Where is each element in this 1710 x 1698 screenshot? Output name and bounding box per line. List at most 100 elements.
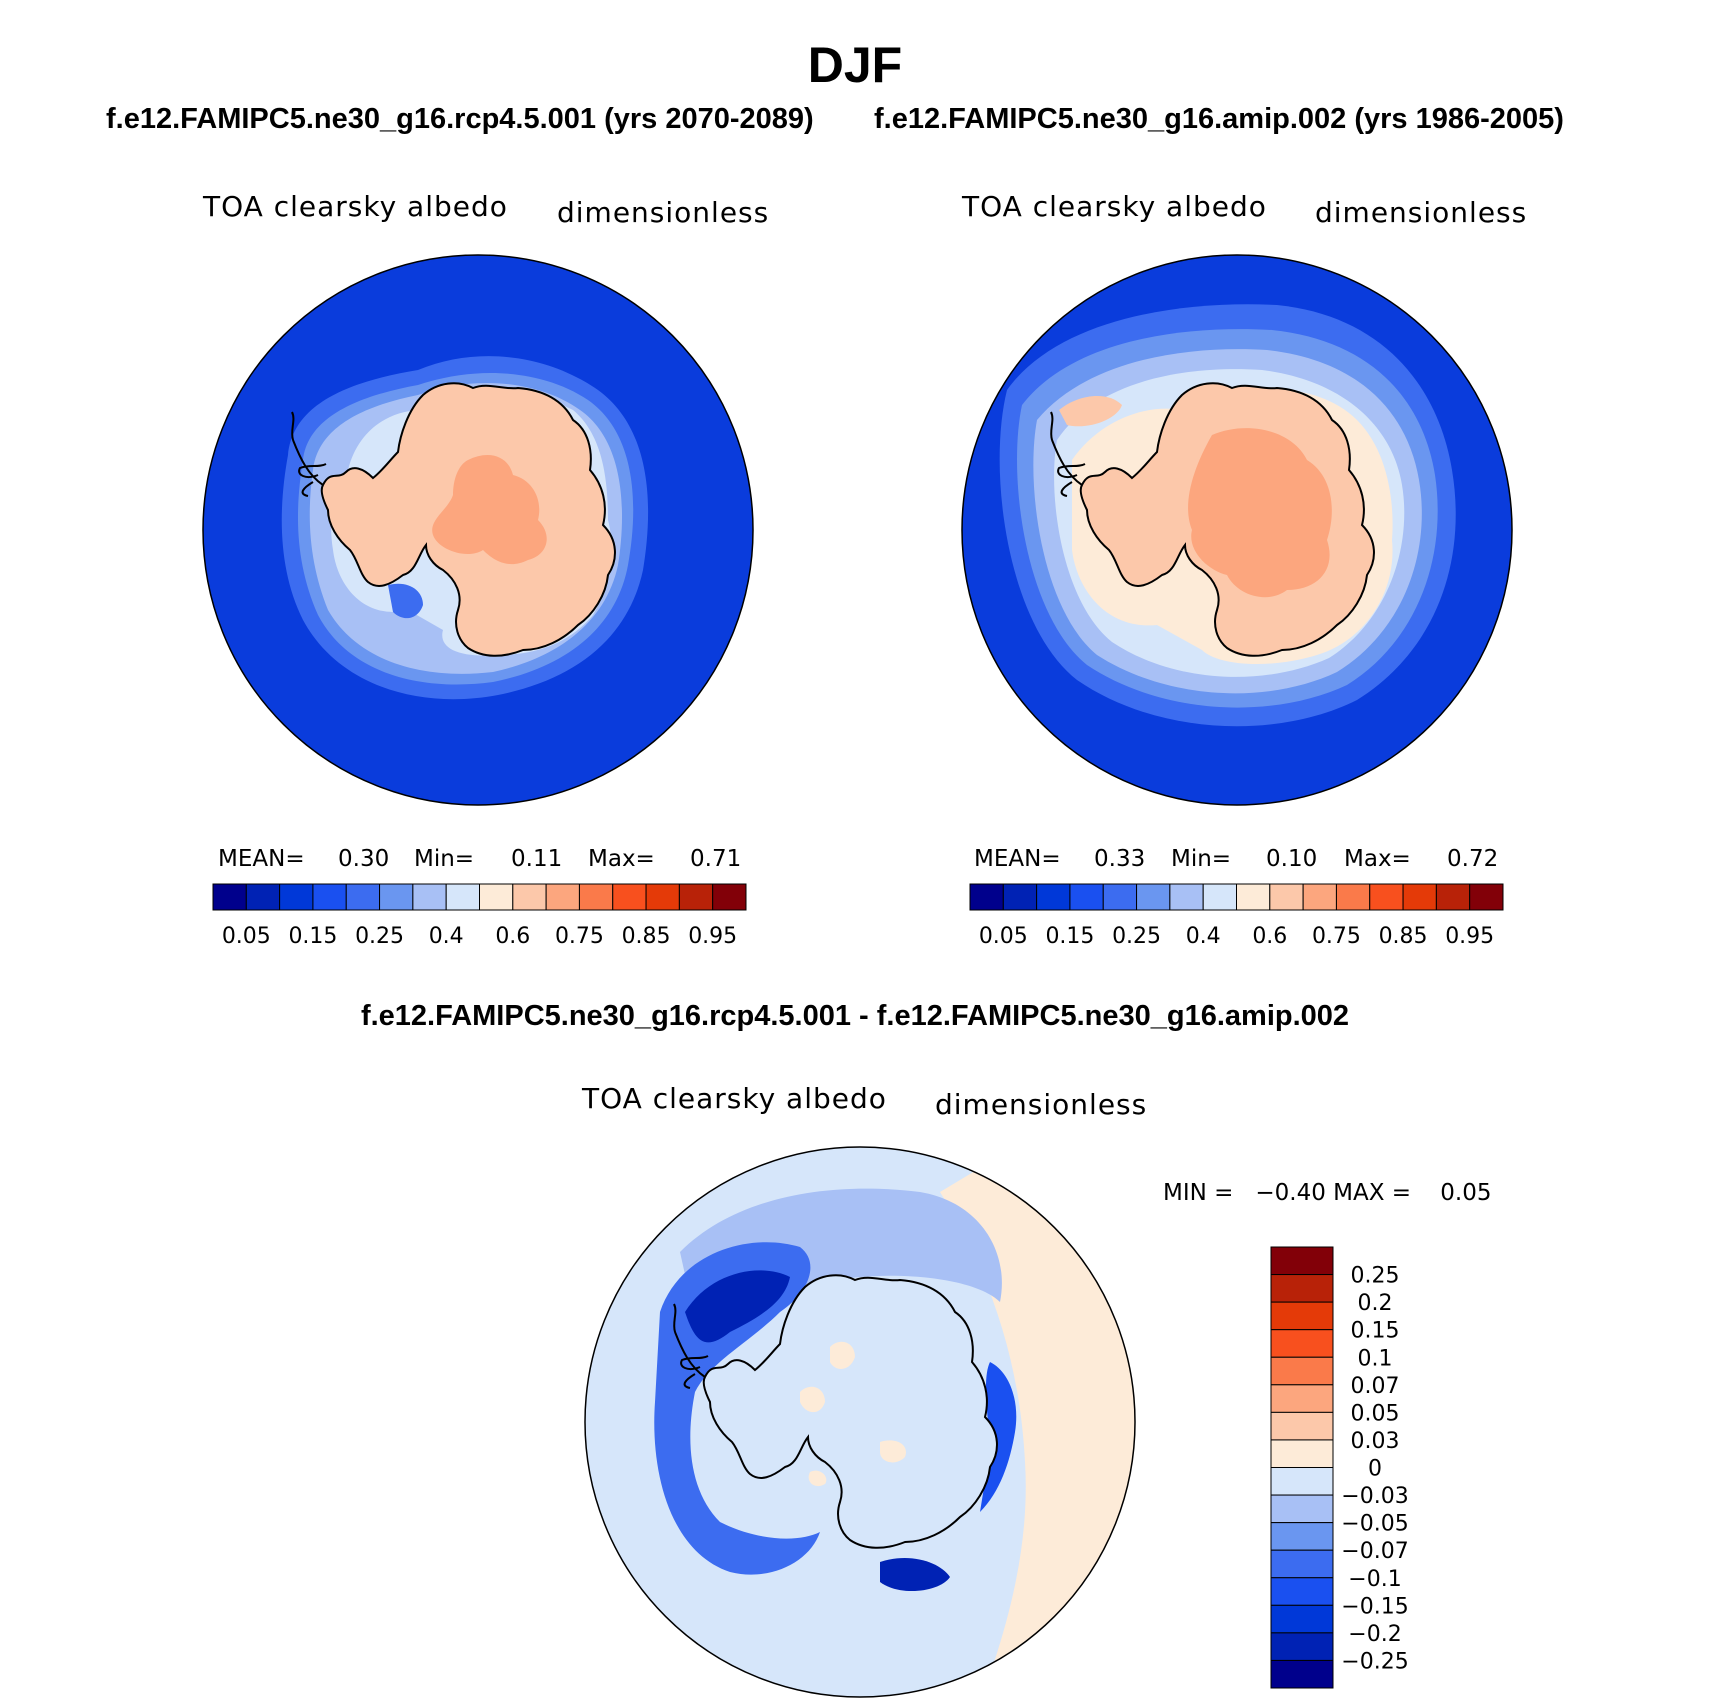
- left-colorbar-swatch-2: [279, 883, 314, 911]
- right-colorbar-tick-label: 0.95: [1445, 924, 1494, 949]
- left-colorbar-swatch-10: [545, 883, 580, 911]
- diff-colorbar-tick-label: −0.07: [1341, 1539, 1408, 1564]
- right-min-value: 0.10: [1266, 846, 1318, 872]
- diff-colorbar-swatch-13: [1270, 1604, 1334, 1634]
- left-colorbar-tick-label: 0.4: [429, 924, 464, 949]
- right-max-value: 0.72: [1447, 846, 1499, 872]
- diff-colorbar-swatch-7: [1270, 1439, 1334, 1468]
- difference-title: f.e12.FAMIPC5.ne30_g16.rcp4.5.001 - f.e1…: [360, 1000, 1350, 1032]
- right-colorbar-swatch-2: [1036, 883, 1071, 911]
- diff-colorbar-tick-label: 0.05: [1351, 1401, 1400, 1426]
- left-max-label: Max=: [588, 846, 655, 872]
- diff-polar-map: [585, 1147, 1135, 1697]
- left-colorbar-tick-label: 0.25: [355, 924, 404, 949]
- diff-colorbar-tick-label: −0.03: [1341, 1484, 1408, 1509]
- left-colorbar-swatch-0: [212, 883, 247, 911]
- right-colorbar-swatch-12: [1369, 883, 1404, 911]
- diff-minmax-text: MIN = −0.40 MAX = 0.05: [1163, 1180, 1492, 1206]
- diff-antarctica-land: [703, 1275, 997, 1548]
- right-peninsula-warm: [1059, 395, 1122, 427]
- right-colorbar-tick-label: 0.6: [1252, 924, 1287, 949]
- diff-colorbar-tick-label: 0.1: [1358, 1346, 1393, 1371]
- right-colorbar-swatch-8: [1236, 883, 1271, 911]
- left-min-value: 0.11: [511, 846, 563, 872]
- left-colorbar-swatch-4: [345, 883, 381, 911]
- right-polar-map: [962, 255, 1512, 805]
- diff-units-label: dimensionless: [935, 1088, 1148, 1121]
- diff-colorbar-swatch-12: [1270, 1577, 1334, 1606]
- left-colorbar-swatch-12: [612, 883, 647, 911]
- diff-colorbar-tick-label: −0.2: [1348, 1622, 1401, 1647]
- left-colorbar-swatch-3: [312, 883, 347, 911]
- diff-colorbar-swatch-11: [1270, 1549, 1334, 1579]
- right-colorbar: 0.05 0.15 0.25 0.4 0.6 0.75 0.85 0.95: [969, 883, 1504, 949]
- diff-colorbar-swatch-3: [1270, 1329, 1334, 1358]
- left-units-label: dimensionless: [557, 196, 770, 229]
- diff-colorbar-tick-label: 0.03: [1351, 1429, 1400, 1454]
- diff-colorbar-tick-label: 0.2: [1358, 1291, 1393, 1316]
- diff-colorbar-swatch-1: [1270, 1274, 1334, 1303]
- right-mean-value: 0.33: [1094, 846, 1146, 872]
- right-colorbar-tick-label: 0.25: [1112, 924, 1161, 949]
- diff-variable-label: TOA clearsky albedo: [582, 1082, 887, 1115]
- right-colorbar-swatch-13: [1402, 883, 1437, 911]
- left-colorbar-tick-label: 0.85: [622, 924, 671, 949]
- right-case-title: f.e12.FAMIPC5.ne30_g16.amip.002 (yrs 198…: [874, 103, 1564, 135]
- diff-colorbar-swatch-9: [1270, 1494, 1334, 1524]
- left-land-high: [432, 455, 547, 565]
- diff-colorbar-tick-label: 0: [1368, 1457, 1382, 1482]
- left-ross-pocket: [388, 583, 423, 619]
- left-colorbar-swatch-9: [512, 883, 547, 911]
- left-variable-label: TOA clearsky albedo: [203, 190, 508, 223]
- left-max-value: 0.71: [690, 846, 742, 872]
- diff-colorbar-tick-label: −0.1: [1348, 1567, 1401, 1592]
- left-colorbar-swatch-11: [578, 883, 614, 911]
- left-colorbar-swatch-7: [445, 883, 480, 911]
- left-min-label: Min=: [414, 846, 475, 872]
- right-colorbar-swatch-5: [1136, 883, 1171, 911]
- diff-colorbar-tick-label: 0.15: [1351, 1319, 1400, 1344]
- main-title: DJF: [807, 37, 903, 93]
- right-colorbar-swatch-9: [1269, 883, 1304, 911]
- right-colorbar-tick-label: 0.15: [1045, 924, 1094, 949]
- right-colorbar-swatch-10: [1302, 883, 1337, 911]
- diff-colorbar-tick-label: −0.25: [1341, 1649, 1408, 1674]
- diff-colorbar-tick-label: 0.07: [1351, 1374, 1400, 1399]
- diff-colorbar-swatch-5: [1270, 1384, 1334, 1413]
- left-colorbar: 0.05 0.15 0.25 0.4 0.6 0.75 0.85 0.95: [212, 883, 747, 949]
- left-colorbar-swatch-1: [245, 883, 281, 911]
- left-colorbar-swatch-5: [379, 883, 414, 911]
- diff-colorbar-swatch-15: [1270, 1659, 1334, 1689]
- right-colorbar-swatch-0: [969, 883, 1004, 911]
- left-colorbar-swatch-8: [479, 883, 514, 911]
- left-polar-map: [203, 255, 753, 805]
- right-variable-label: TOA clearsky albedo: [962, 190, 1267, 223]
- diff-colorbar-swatch-4: [1270, 1356, 1334, 1386]
- right-min-label: Min=: [1171, 846, 1232, 872]
- left-colorbar-swatch-6: [412, 883, 447, 911]
- diff-cool-region-1: [680, 1188, 1002, 1342]
- diff-colorbar: 0.250.20.150.10.070.050.030−0.03−0.05−0.…: [1270, 1246, 1409, 1689]
- diff-colorbar-swatch-6: [1270, 1411, 1334, 1441]
- diff-colorbar-swatch-8: [1270, 1467, 1334, 1496]
- right-colorbar-swatch-1: [1002, 883, 1038, 911]
- diff-colorbar-swatch-10: [1270, 1522, 1334, 1551]
- left-case-title: f.e12.FAMIPC5.ne30_g16.rcp4.5.001 (yrs 2…: [106, 103, 814, 135]
- diff-colorbar-swatch-14: [1270, 1632, 1334, 1661]
- diff-colorbar-swatch-2: [1270, 1301, 1334, 1331]
- right-colorbar-swatch-4: [1102, 883, 1138, 911]
- diff-colorbar-tick-label: −0.05: [1341, 1512, 1408, 1537]
- right-colorbar-swatch-7: [1202, 883, 1237, 911]
- left-colorbar-tick-label: 0.75: [555, 924, 604, 949]
- left-mean-value: 0.30: [338, 846, 390, 872]
- left-colorbar-swatch-14: [678, 883, 714, 911]
- diff-colorbar-tick-label: −0.15: [1341, 1594, 1408, 1619]
- left-colorbar-tick-label: 0.05: [222, 924, 271, 949]
- left-colorbar-swatch-15: [712, 883, 747, 911]
- left-mean-label: MEAN=: [218, 846, 305, 872]
- right-land-high: [1188, 428, 1332, 598]
- left-colorbar-tick-label: 0.15: [288, 924, 337, 949]
- right-colorbar-swatch-3: [1069, 883, 1104, 911]
- right-colorbar-swatch-15: [1469, 883, 1504, 911]
